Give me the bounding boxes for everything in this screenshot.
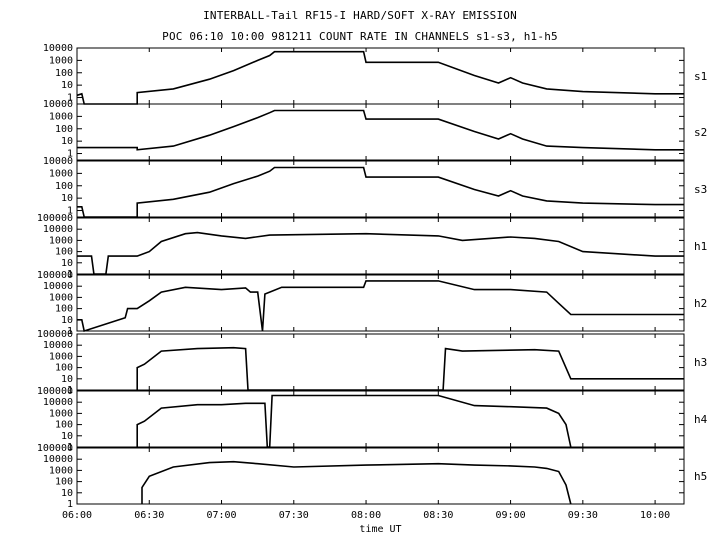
y-tick-label-h5: 10000 <box>43 454 73 465</box>
y-tick-label-h1: 1 <box>67 269 73 280</box>
y-tick-label-s3: 1 <box>67 206 73 217</box>
x-tick-label: 06:00 <box>62 510 92 521</box>
x-tick-label: 09:00 <box>496 510 526 521</box>
series-label-h5: h5 <box>694 470 707 483</box>
panel-frame-h3 <box>76 333 685 391</box>
panel-frame-h2 <box>76 274 685 332</box>
x-tick-label: 08:30 <box>423 510 453 521</box>
series-label-h2: h2 <box>694 297 707 310</box>
series-line-h3 <box>136 346 684 391</box>
series-label-s1: s1 <box>694 70 707 83</box>
series-line-s1 <box>76 50 684 105</box>
series-label-h1: h1 <box>694 240 707 253</box>
y-tick-label-s2: 1 <box>67 149 73 160</box>
x-tick-label: 08:00 <box>351 510 381 521</box>
series-label-h4: h4 <box>694 413 708 426</box>
x-axis-label: time UT <box>359 524 401 535</box>
y-tick-label-h1: 100000 <box>37 213 73 224</box>
y-tick-label-s2: 10000 <box>43 99 73 110</box>
y-tick-label-h4: 100 <box>55 420 73 431</box>
y-tick-label-s1: 1000 <box>49 55 73 66</box>
y-tick-label-h2: 10000 <box>43 281 73 292</box>
y-tick-label-h2: 10 <box>61 315 73 326</box>
y-tick-label-s2: 100 <box>55 124 73 135</box>
series-line-s3 <box>77 166 684 218</box>
y-tick-label-h5: 100000 <box>37 443 73 454</box>
chart-subtitle: POC 06:10 10:00 981211 COUNT RATE IN CHA… <box>162 30 558 43</box>
y-tick-label-h3: 10 <box>61 374 73 385</box>
y-tick-label-s3: 100 <box>55 181 73 192</box>
x-tick-label: 07:00 <box>206 510 236 521</box>
series-line-h5 <box>141 460 572 505</box>
y-tick-label-h1: 10000 <box>43 224 73 235</box>
y-tick-label-s1: 10000 <box>43 43 73 54</box>
y-tick-label-h5: 10 <box>61 488 73 499</box>
y-tick-label-h3: 1000 <box>49 351 73 362</box>
series-label-s3: s3 <box>694 183 707 196</box>
panel-frame-s2 <box>76 103 685 161</box>
y-tick-label-h2: 1 <box>67 326 73 337</box>
panel-frame-h4 <box>76 390 685 448</box>
series-line-s2 <box>77 109 684 151</box>
y-tick-label-h1: 1000 <box>49 235 73 246</box>
y-tick-label-h5: 1000 <box>49 465 73 476</box>
y-tick-label-h1: 10 <box>61 258 73 269</box>
y-tick-label-h1: 100 <box>55 247 73 258</box>
y-tick-label-h5: 100 <box>55 477 73 488</box>
y-tick-label-h4: 10000 <box>43 397 73 408</box>
y-tick-label-s3: 10 <box>61 193 73 204</box>
panel-frame-s1 <box>76 47 685 105</box>
series-label-s2: s2 <box>694 126 707 139</box>
y-tick-label-h3: 100 <box>55 363 73 374</box>
y-tick-label-h3: 1 <box>67 385 73 396</box>
y-tick-label-s1: 10 <box>61 80 73 91</box>
series-label-h3: h3 <box>694 356 707 369</box>
y-tick-label-h4: 1000 <box>49 408 73 419</box>
y-tick-label-s2: 10 <box>61 136 73 147</box>
y-tick-label-h2: 100 <box>55 304 73 315</box>
y-tick-label-h2: 1000 <box>49 292 73 303</box>
y-tick-label-h4: 100000 <box>37 386 73 397</box>
chart-title: INTERBALL-Tail RF15-I HARD/SOFT X-RAY EM… <box>203 9 517 22</box>
y-tick-label-h3: 10000 <box>43 340 73 351</box>
series-line-h1 <box>77 231 684 275</box>
x-tick-label: 06:30 <box>134 510 164 521</box>
x-tick-label: 07:30 <box>279 510 309 521</box>
y-tick-label-h4: 10 <box>61 431 73 442</box>
y-tick-label-h2: 100000 <box>37 270 73 281</box>
y-tick-label-s2: 1000 <box>49 111 73 122</box>
panel-frame-h5 <box>76 447 685 505</box>
series-line-h2 <box>77 280 684 333</box>
y-tick-label-s3: 1000 <box>49 168 73 179</box>
x-tick-label: 10:00 <box>640 510 670 521</box>
y-tick-label-s1: 1 <box>67 93 73 104</box>
y-tick-label-h3: 100000 <box>37 329 73 340</box>
series-line-h4 <box>136 394 572 448</box>
x-tick-label: 09:30 <box>568 510 598 521</box>
y-tick-label-h5: 1 <box>67 499 73 510</box>
y-tick-label-s1: 100 <box>55 68 73 79</box>
panel-frame-s3 <box>76 160 685 218</box>
y-tick-label-h4: 1 <box>67 442 73 453</box>
panel-frame-h1 <box>76 217 685 275</box>
y-tick-label-s3: 10000 <box>43 156 73 167</box>
